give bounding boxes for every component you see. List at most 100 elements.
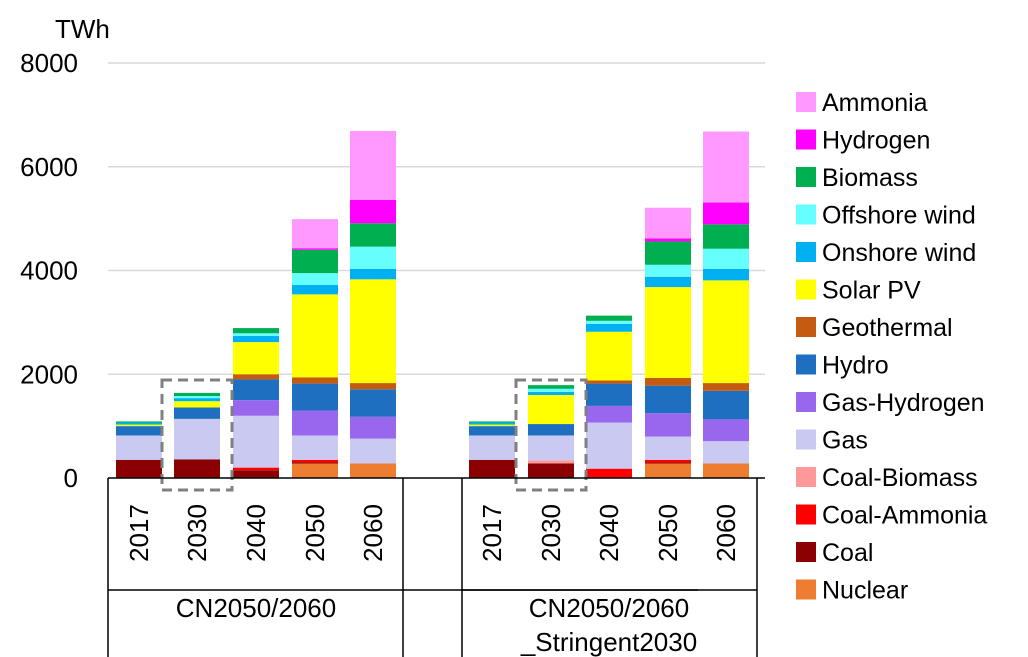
bar-segment [116, 426, 162, 436]
bar-segment [174, 396, 220, 399]
legend-item: Coal-Biomass [796, 464, 978, 492]
bar-segment [703, 268, 749, 281]
bar-segment [645, 264, 691, 277]
bar-segment [233, 467, 279, 471]
bar-segment [586, 323, 632, 332]
bar-segment [645, 385, 691, 414]
bar-segment [292, 249, 338, 274]
bar-segment [528, 463, 574, 478]
bar-segment [174, 459, 220, 478]
bar-segment [703, 224, 749, 249]
highlight-boxes [160, 378, 588, 492]
category-label: 2030 [182, 504, 212, 562]
y-axis-label: TWh [55, 14, 110, 44]
bar-segment [586, 422, 632, 469]
bar-segment [116, 424, 162, 427]
bar-segment [703, 390, 749, 420]
legend-item: Hydro [796, 352, 889, 380]
legend: Ammonia Hydrogen Biomass Offshore wind Onsho… [796, 89, 987, 605]
legend-item: Coal-Ammonia [796, 502, 987, 530]
bar-segment [703, 202, 749, 225]
bar-segment [292, 462, 338, 464]
bar-segment [645, 413, 691, 437]
bar-segment [703, 280, 749, 384]
highlight-box [160, 378, 234, 492]
bar-segment [586, 320, 632, 324]
bar-segment [233, 470, 279, 478]
bar-segment [116, 435, 162, 460]
category-label: 2050 [300, 504, 330, 562]
legend-swatch [796, 467, 816, 487]
legend-label: Onshore wind [822, 239, 976, 267]
bar-segment [174, 401, 220, 408]
legend-item: Onshore wind [796, 239, 976, 267]
category-label: 2060 [358, 504, 388, 562]
legend-label: Gas-Hydrogen [822, 389, 985, 417]
bar-segment [292, 383, 338, 411]
bar-segment [116, 422, 162, 425]
group-label: CN2050/2060 [176, 593, 336, 623]
category-label: 2017 [477, 504, 507, 562]
bar-segment [586, 315, 632, 321]
legend-item: Coal [796, 539, 873, 567]
legend-label: Hydro [822, 352, 889, 380]
category-label: 2040 [241, 504, 271, 562]
bar-segment [116, 459, 162, 478]
bar-segment [645, 463, 691, 478]
bar-segment [233, 333, 279, 336]
bar-segment [528, 460, 574, 464]
legend-item: Biomass [796, 164, 918, 192]
bar-segment [586, 405, 632, 423]
bar-segment [703, 441, 749, 464]
bar-segment [703, 248, 749, 269]
bar-segment [292, 248, 338, 250]
bar-segment [703, 419, 749, 442]
bar-segment [292, 285, 338, 295]
bar-segment [645, 241, 691, 265]
legend-swatch [796, 429, 816, 450]
bar-segment [469, 422, 515, 425]
bar-segment [703, 463, 749, 478]
bar-segment [528, 388, 574, 392]
legend-item: Nuclear [796, 577, 908, 605]
y-tick-label: 0 [64, 463, 78, 493]
bar-segment [645, 459, 691, 463]
bar-segment [292, 273, 338, 286]
bar-segments [116, 130, 749, 478]
legend-swatch [796, 167, 816, 187]
bar-segment [645, 276, 691, 288]
legend-swatch [796, 317, 816, 337]
bar-segment [645, 287, 691, 378]
bar-segment [350, 268, 396, 280]
bar-segment [233, 342, 279, 375]
legend-item: Gas [796, 427, 868, 455]
bar-segment [292, 219, 338, 249]
bar-segment [350, 383, 396, 390]
group-label-line: CN2050/2060 [529, 593, 689, 623]
category-label: 2040 [594, 504, 624, 562]
bar-segment [469, 426, 515, 436]
legend-swatch [796, 392, 816, 412]
bar-segment [703, 131, 749, 203]
bar-segment [233, 415, 279, 468]
bar-segment [292, 377, 338, 384]
y-tick-label: 4000 [20, 256, 78, 286]
category-label: 2017 [124, 504, 154, 562]
highlight-box [514, 378, 588, 492]
bar-segment [350, 199, 396, 224]
bar-segment [703, 383, 749, 391]
bar-segment [350, 246, 396, 269]
bar-segment [645, 207, 691, 239]
legend-label: Offshore wind [822, 202, 976, 230]
legend-label: Ammonia [822, 89, 928, 117]
category-label: 2060 [711, 504, 741, 562]
bar-segment [350, 279, 396, 384]
legend-item: Offshore wind [796, 202, 976, 230]
bar-segment [233, 400, 279, 416]
legend-item: Ammonia [796, 89, 928, 117]
legend-label: Coal-Biomass [822, 464, 978, 492]
legend-swatch [796, 204, 816, 225]
bar-segment [233, 335, 279, 343]
bar-segment [292, 410, 338, 436]
